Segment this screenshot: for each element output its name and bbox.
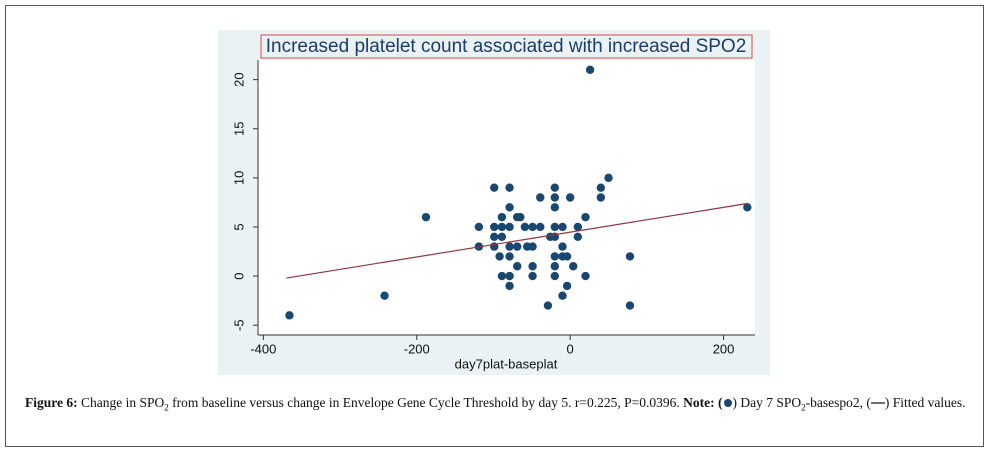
scatter-point [550, 271, 560, 281]
x-tick-label: 0 [567, 341, 574, 356]
scatter-point [505, 222, 514, 232]
scatter-point [573, 232, 583, 241]
chart: Increased platelet count associated with… [218, 30, 770, 375]
dot-icon [723, 399, 732, 407]
note-label: Note: [683, 395, 715, 410]
scatter-point [536, 222, 545, 232]
caption-label: Figure 6: [25, 395, 78, 410]
scatter-point [497, 212, 507, 222]
scatter-point [528, 262, 537, 271]
scatter-point [573, 222, 583, 232]
caption-text: Change in SPO [77, 395, 165, 410]
scatter-point [569, 262, 578, 271]
scatter-point [558, 222, 567, 232]
title-box [260, 34, 753, 59]
scatter-point [550, 222, 560, 232]
line-icon [870, 402, 885, 404]
scatter-point [505, 281, 514, 291]
scatter-point [562, 281, 572, 291]
x-axis-label: day7plat-baseplat [455, 356, 558, 371]
x-tick-label: -200 [404, 341, 430, 356]
fitted-line [286, 202, 749, 279]
scatter-point [285, 311, 294, 320]
scatter-point [490, 183, 499, 192]
scatter-point [536, 193, 545, 202]
y-tick-label: 20 [231, 72, 246, 86]
x-tick-label: -400 [250, 341, 276, 356]
scatter-point [596, 183, 606, 192]
caption-text: -basespo2, ( [805, 395, 871, 410]
scatter-point [558, 242, 567, 251]
scatter-point [490, 232, 499, 241]
scatter-point [505, 252, 514, 261]
scatter-point [528, 222, 537, 232]
scatter-point [528, 242, 537, 251]
scatter-point [380, 291, 389, 300]
scatter-point [513, 262, 522, 271]
scatter-point [516, 212, 525, 222]
scatter-point [585, 65, 595, 75]
y-tick-label: -5 [231, 319, 246, 331]
scatter-point [520, 222, 530, 232]
scatter-point [558, 291, 567, 300]
scatter-point [550, 262, 560, 271]
x-tick-label: 200 [713, 341, 735, 356]
scatter-point [497, 232, 507, 241]
scatter-point [505, 183, 514, 192]
caption-text: ) Day 7 SPO [732, 395, 802, 410]
scatter-point [562, 252, 572, 261]
scatter-point [581, 212, 590, 222]
scatter-point [565, 193, 575, 202]
caption: Figure 6: Change in SPO2 from baseline v… [25, 394, 975, 417]
scatter-point [604, 173, 613, 183]
scatter-point [581, 271, 590, 281]
chart-title: Increased platelet count associated with… [266, 36, 747, 57]
scatter-point [550, 203, 560, 212]
subscript: 2 [801, 402, 806, 413]
scatter-point [497, 222, 507, 232]
scatter-point [505, 271, 514, 281]
caption-text: ( [714, 395, 723, 410]
scatter-point [505, 203, 514, 212]
y-tick-label: 5 [231, 223, 246, 230]
y-tick-label: 10 [231, 171, 246, 185]
scatter-point [550, 183, 560, 192]
subscript: 2 [164, 402, 169, 413]
plot-area [258, 60, 755, 335]
scatter-point [528, 271, 537, 281]
scatter-point [543, 301, 553, 310]
scatter-point [474, 222, 484, 232]
scatter-point [625, 252, 635, 261]
y-tick-label: 0 [231, 272, 246, 279]
scatter-point [421, 212, 431, 222]
caption-text: from baseline versus change in Envelope … [168, 395, 684, 410]
scatter-point [550, 193, 560, 202]
scatter-point [513, 242, 522, 251]
scatter-point [505, 242, 514, 251]
scatter-point [490, 222, 499, 232]
scatter-point [743, 203, 752, 212]
scatter-point [550, 252, 560, 261]
scatter-point [497, 271, 507, 281]
caption-text: ) Fitted values. [884, 395, 966, 410]
scatter-point [596, 193, 606, 202]
figure-frame [5, 5, 984, 447]
scatter-point [625, 301, 635, 310]
y-tick-label: 15 [231, 122, 246, 136]
scatter-point [495, 252, 504, 261]
